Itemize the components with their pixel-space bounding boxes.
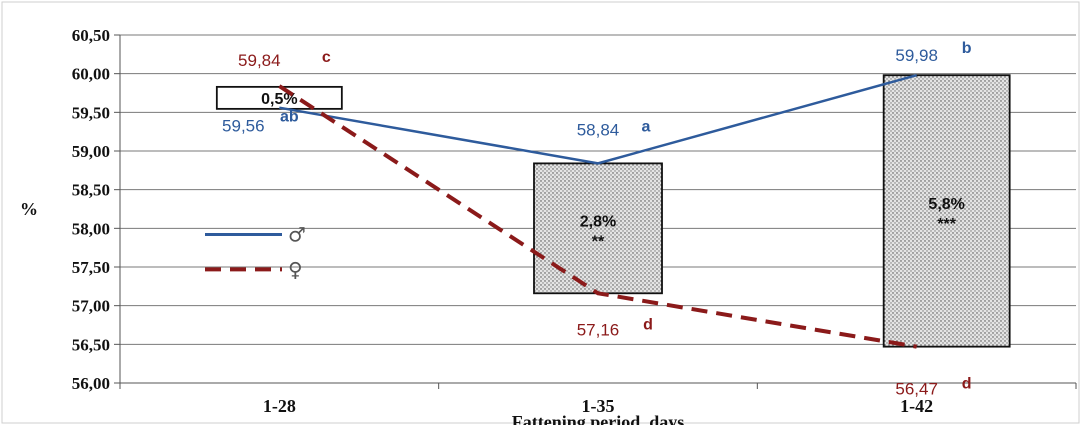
y-axis-title: % bbox=[20, 199, 38, 219]
difference-box-percent: 5,8% bbox=[928, 196, 964, 213]
y-tick-label: 58,00 bbox=[72, 219, 110, 238]
y-tick-label: 58,50 bbox=[72, 181, 110, 200]
male-symbol-icon: ♂ bbox=[288, 223, 306, 247]
significance-letter: c bbox=[322, 49, 331, 66]
significance-letter: b bbox=[962, 40, 972, 57]
male-series-line bbox=[279, 74, 917, 165]
y-tick-label: 57,50 bbox=[72, 258, 110, 277]
y-tick-label: 57,00 bbox=[72, 297, 110, 316]
female-symbol-icon: ♀ bbox=[288, 257, 303, 281]
data-labels: 59,56 ab 58,84 a 59,98 b 59,84 c 57,16 d 56,47 d bbox=[222, 40, 972, 398]
difference-boxes: 0,5% 2,8% ** 5,8% *** bbox=[215, 74, 1011, 348]
significance-letter: d bbox=[962, 376, 972, 393]
data-label: 57,16 bbox=[577, 320, 620, 339]
difference-box-significance: ** bbox=[592, 233, 605, 250]
y-tick-label: 56,00 bbox=[72, 374, 110, 393]
y-tick-label: 59,50 bbox=[72, 103, 110, 122]
difference-box-percent: 2,8% bbox=[580, 213, 616, 230]
significance-letter: d bbox=[643, 316, 653, 333]
y-tick-label: 60,50 bbox=[72, 26, 110, 45]
data-label: 59,56 bbox=[222, 117, 265, 136]
x-axis-title: Fattening period, days bbox=[512, 412, 685, 425]
female-series-line bbox=[278, 84, 917, 349]
x-tick-label: 1-28 bbox=[263, 396, 296, 416]
data-label: 59,84 bbox=[238, 51, 281, 70]
y-tick-label: 60,00 bbox=[72, 65, 110, 84]
difference-box-percent: 0,5% bbox=[261, 91, 297, 108]
axes: 56,00 56,50 57,00 57,50 58,00 58,50 59,00 59,50… bbox=[20, 26, 1077, 425]
legend: ♂♀ bbox=[205, 223, 306, 281]
data-label: 59,98 bbox=[895, 46, 938, 65]
x-tick-label: 1-42 bbox=[900, 396, 933, 416]
series-lines bbox=[278, 74, 917, 349]
data-label: 58,84 bbox=[577, 120, 620, 139]
difference-box-significance: *** bbox=[937, 216, 956, 233]
x-tick-label: 1-35 bbox=[582, 396, 615, 416]
y-tick-label: 56,50 bbox=[72, 335, 110, 354]
y-tick-label: 59,00 bbox=[72, 142, 110, 161]
data-label: 56,47 bbox=[895, 380, 938, 399]
significance-letter: ab bbox=[280, 109, 299, 126]
difference-box bbox=[882, 74, 1011, 348]
significance-letter: a bbox=[642, 118, 651, 135]
